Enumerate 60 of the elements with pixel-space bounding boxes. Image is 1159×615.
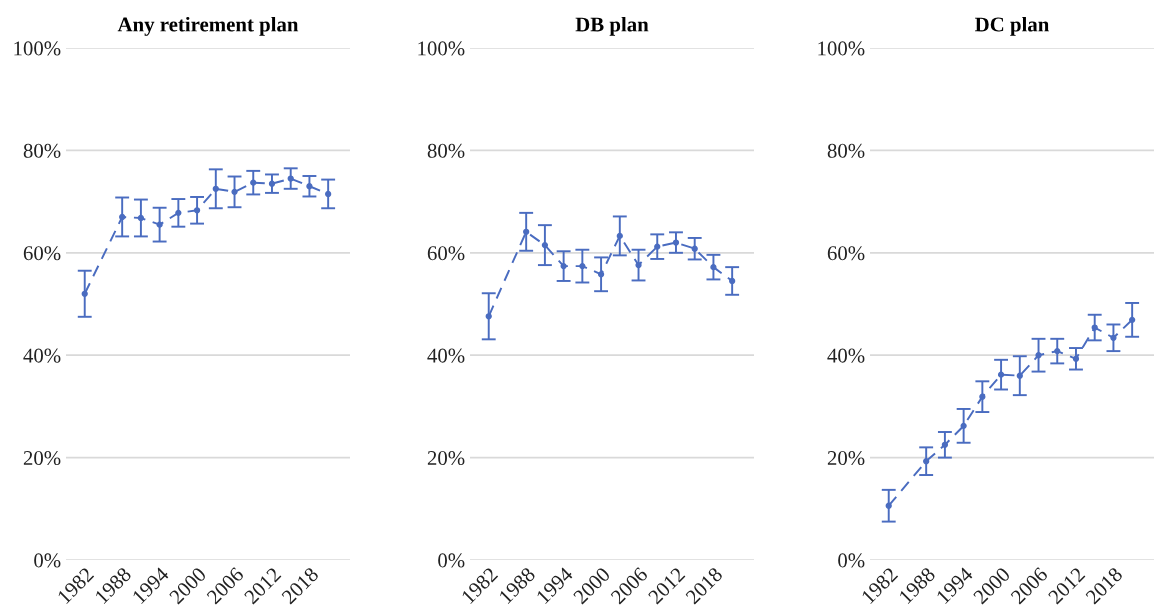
- point: [579, 262, 586, 270]
- y-tick-label: 100%: [14, 41, 61, 56]
- point: [672, 239, 680, 246]
- point: [560, 262, 567, 270]
- y-tick-label: 0%: [438, 553, 465, 568]
- y-tick-label: 60%: [23, 246, 61, 261]
- point: [193, 207, 201, 214]
- y-tick-label: 100%: [818, 41, 865, 56]
- y-tick-label: 40%: [827, 348, 865, 363]
- point: [175, 209, 182, 216]
- point: [250, 179, 257, 186]
- point: [1129, 316, 1136, 323]
- y-tick-label: 20%: [827, 450, 865, 466]
- y-tick-label: 80%: [827, 143, 865, 158]
- point: [923, 458, 930, 465]
- point: [691, 245, 698, 252]
- point: [997, 371, 1005, 378]
- chart-title: Any retirement plan: [117, 16, 299, 36]
- point: [485, 313, 492, 320]
- point: [287, 175, 294, 182]
- point: [81, 290, 88, 297]
- point: [1035, 352, 1042, 359]
- point: [729, 277, 736, 285]
- point: [156, 221, 163, 228]
- point: [306, 183, 313, 190]
- point: [1016, 372, 1023, 379]
- y-tick-label: 20%: [23, 450, 61, 466]
- point: [635, 261, 642, 269]
- y-tick-label: 20%: [427, 450, 465, 466]
- y-tick-label: 0%: [838, 553, 865, 568]
- y-tick-label: 60%: [427, 246, 465, 261]
- y-tick-label: 40%: [23, 348, 61, 363]
- point: [325, 190, 332, 198]
- y-tick-label: 40%: [427, 348, 465, 363]
- point: [979, 393, 986, 400]
- y-tick-label: 0%: [34, 553, 61, 568]
- point: [710, 264, 717, 271]
- chart-title: DC plan: [975, 16, 1050, 36]
- point: [654, 243, 661, 250]
- point: [231, 188, 238, 195]
- point: [1110, 334, 1117, 341]
- y-tick-label: 100%: [418, 41, 465, 56]
- point: [137, 214, 145, 222]
- y-tick-label: 60%: [827, 246, 865, 261]
- point: [523, 228, 530, 235]
- point: [212, 185, 219, 192]
- point: [1091, 324, 1098, 331]
- y-tick-label: 80%: [23, 143, 61, 158]
- point: [1072, 355, 1080, 362]
- chart-title: DB plan: [575, 16, 649, 36]
- point: [268, 180, 276, 187]
- point: [941, 441, 949, 448]
- point: [960, 422, 967, 429]
- point: [885, 502, 892, 509]
- point: [119, 213, 126, 221]
- y-tick-label: 80%: [427, 143, 465, 158]
- point: [541, 241, 549, 249]
- point: [1054, 347, 1061, 355]
- point: [616, 232, 623, 240]
- point: [597, 271, 605, 278]
